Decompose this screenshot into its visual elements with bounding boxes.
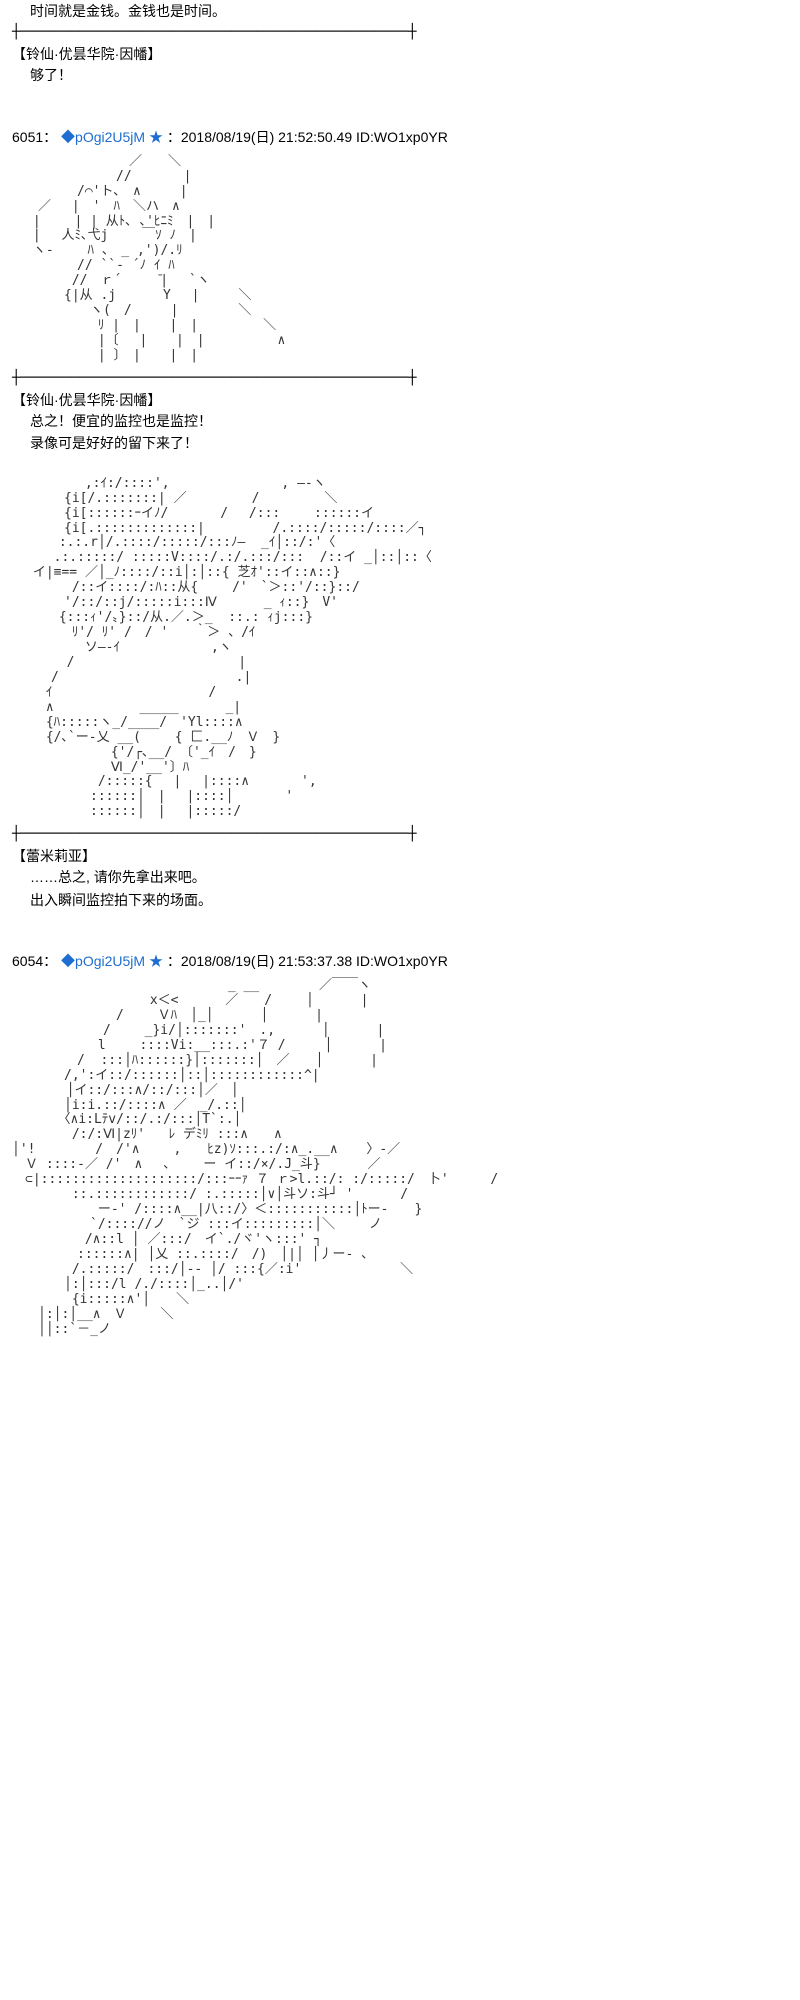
intro-dialogue-2: 够了！: [30, 64, 788, 86]
speaker-1: 【铃仙·优昙华院·因幡】: [12, 390, 788, 410]
post-6054: 6054： ◆pOgi2U5jM ★ ：2018/08/19(日) 21:53:…: [0, 951, 800, 1338]
post-6051: 6051： ◆pOgi2U5jM ★ ：2018/08/19(日) 21:52:…: [0, 127, 800, 911]
star-icon: ★: [149, 129, 163, 145]
post-header: 6054： ◆pOgi2U5jM ★ ：2018/08/19(日) 21:53:…: [12, 951, 788, 971]
divider: ┼───────────────────────────────────────…: [12, 370, 788, 386]
divider: ┼───────────────────────────────────────…: [12, 24, 788, 40]
post-number: 6051: [12, 129, 43, 145]
ascii-art-2: ,:ｲ:/::::', , ―-ヽ {i[/.:::::::| ／ / ＼ {i…: [12, 477, 788, 821]
tripcode[interactable]: ◆pOgi2U5jM: [61, 129, 145, 145]
speaker-2: 【蕾米莉亚】: [12, 846, 788, 866]
ascii-art-3: _ __ ／￣￣ヽ x＜< ／ / │ | / Ｖﾊ │_│ │ | / _}i…: [12, 979, 788, 1338]
dialogue-2b: 出入瞬间监控拍下来的场面。: [30, 889, 788, 911]
divider: ┼───────────────────────────────────────…: [12, 826, 788, 842]
dialogue-2a: ……总之, 请你先拿出来吧。: [30, 866, 788, 888]
post-idstr: ID:WO1xp0YR: [356, 129, 448, 145]
tripcode[interactable]: ◆pOgi2U5jM: [61, 953, 145, 969]
intro-speaker: 【铃仙·优昙华院·因幡】: [12, 44, 788, 64]
ascii-art-1: ／ ＼ // | /⌒'ト､ ∧ | ／ | ' ﾊ ＼ハ ∧ | | | 从ﾄ…: [12, 155, 788, 364]
dialogue-1a: 总之！便宜的监控也是监控！: [30, 410, 788, 432]
post-idstr: ID:WO1xp0YR: [356, 953, 448, 969]
post-header: 6051： ◆pOgi2U5jM ★ ：2018/08/19(日) 21:52:…: [12, 127, 788, 147]
intro-block: 时间就是金钱。金钱也是时间。 ┼────────────────────────…: [0, 0, 800, 87]
star-icon: ★: [149, 953, 163, 969]
post-datetime: ：2018/08/19(日) 21:53:37.38: [167, 953, 352, 969]
post-number: 6054: [12, 953, 43, 969]
intro-dialogue: 时间就是金钱。金钱也是时间。: [30, 0, 788, 22]
post-datetime: ：2018/08/19(日) 21:52:50.49: [167, 129, 352, 145]
dialogue-1b: 录像可是好好的留下来了！: [30, 432, 788, 454]
